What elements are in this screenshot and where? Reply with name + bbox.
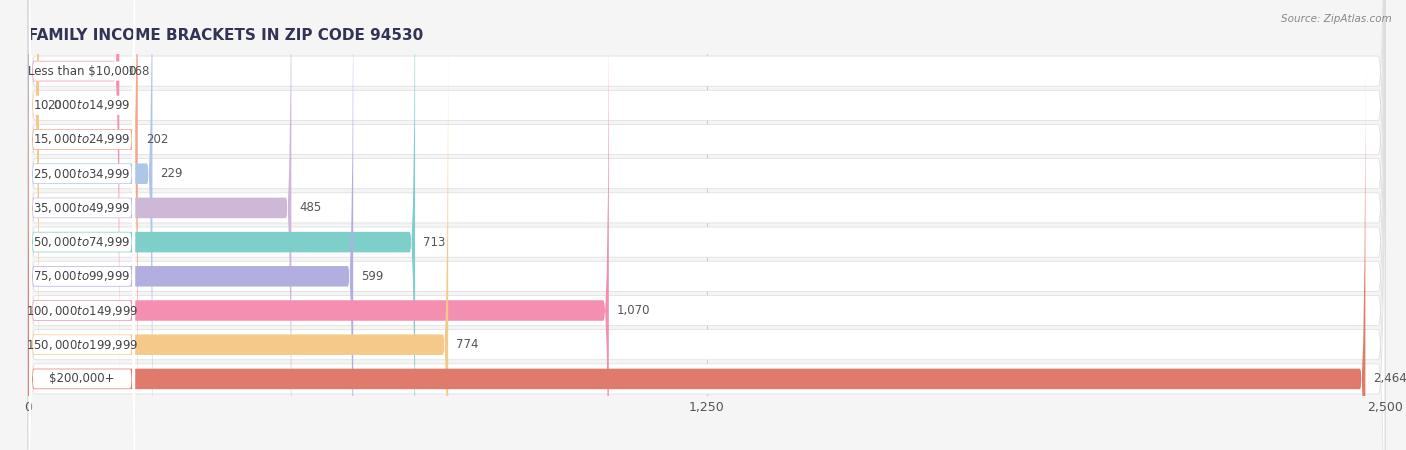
- FancyBboxPatch shape: [28, 0, 1385, 450]
- Text: $75,000 to $99,999: $75,000 to $99,999: [34, 269, 131, 284]
- FancyBboxPatch shape: [28, 0, 1385, 450]
- FancyBboxPatch shape: [30, 0, 135, 438]
- Text: $25,000 to $34,999: $25,000 to $34,999: [34, 166, 131, 181]
- Text: 168: 168: [128, 65, 150, 77]
- Text: FAMILY INCOME BRACKETS IN ZIP CODE 94530: FAMILY INCOME BRACKETS IN ZIP CODE 94530: [28, 28, 423, 43]
- Text: $15,000 to $24,999: $15,000 to $24,999: [34, 132, 131, 147]
- FancyBboxPatch shape: [28, 0, 1385, 450]
- Text: 599: 599: [361, 270, 384, 283]
- FancyBboxPatch shape: [28, 0, 1385, 450]
- Text: 485: 485: [299, 202, 322, 214]
- Text: $150,000 to $199,999: $150,000 to $199,999: [25, 338, 138, 352]
- FancyBboxPatch shape: [28, 0, 1385, 450]
- Text: Source: ZipAtlas.com: Source: ZipAtlas.com: [1281, 14, 1392, 23]
- FancyBboxPatch shape: [28, 0, 120, 403]
- FancyBboxPatch shape: [28, 0, 1385, 450]
- Text: 713: 713: [423, 236, 446, 248]
- FancyBboxPatch shape: [30, 12, 135, 450]
- Text: 202: 202: [146, 133, 169, 146]
- FancyBboxPatch shape: [28, 0, 39, 437]
- FancyBboxPatch shape: [30, 0, 135, 450]
- FancyBboxPatch shape: [30, 0, 135, 404]
- FancyBboxPatch shape: [30, 0, 135, 450]
- Text: $200,000+: $200,000+: [49, 373, 115, 385]
- FancyBboxPatch shape: [30, 0, 135, 450]
- FancyBboxPatch shape: [30, 46, 135, 450]
- FancyBboxPatch shape: [28, 0, 1385, 450]
- Text: $35,000 to $49,999: $35,000 to $49,999: [34, 201, 131, 215]
- FancyBboxPatch shape: [28, 0, 291, 450]
- Text: 1,070: 1,070: [617, 304, 651, 317]
- FancyBboxPatch shape: [28, 0, 138, 450]
- Text: $10,000 to $14,999: $10,000 to $14,999: [34, 98, 131, 112]
- Text: $100,000 to $149,999: $100,000 to $149,999: [25, 303, 138, 318]
- FancyBboxPatch shape: [30, 81, 135, 450]
- Text: Less than $10,000: Less than $10,000: [28, 65, 136, 77]
- FancyBboxPatch shape: [28, 0, 609, 450]
- Text: 2,464: 2,464: [1374, 373, 1406, 385]
- FancyBboxPatch shape: [28, 0, 152, 450]
- FancyBboxPatch shape: [28, 0, 1385, 450]
- Text: 229: 229: [160, 167, 183, 180]
- Text: $50,000 to $74,999: $50,000 to $74,999: [34, 235, 131, 249]
- FancyBboxPatch shape: [30, 0, 135, 450]
- FancyBboxPatch shape: [28, 0, 1385, 450]
- Text: 20: 20: [48, 99, 62, 112]
- FancyBboxPatch shape: [28, 13, 449, 450]
- FancyBboxPatch shape: [28, 0, 353, 450]
- FancyBboxPatch shape: [28, 0, 1385, 450]
- Text: 774: 774: [457, 338, 479, 351]
- FancyBboxPatch shape: [30, 0, 135, 369]
- FancyBboxPatch shape: [28, 0, 415, 450]
- FancyBboxPatch shape: [28, 47, 1365, 450]
